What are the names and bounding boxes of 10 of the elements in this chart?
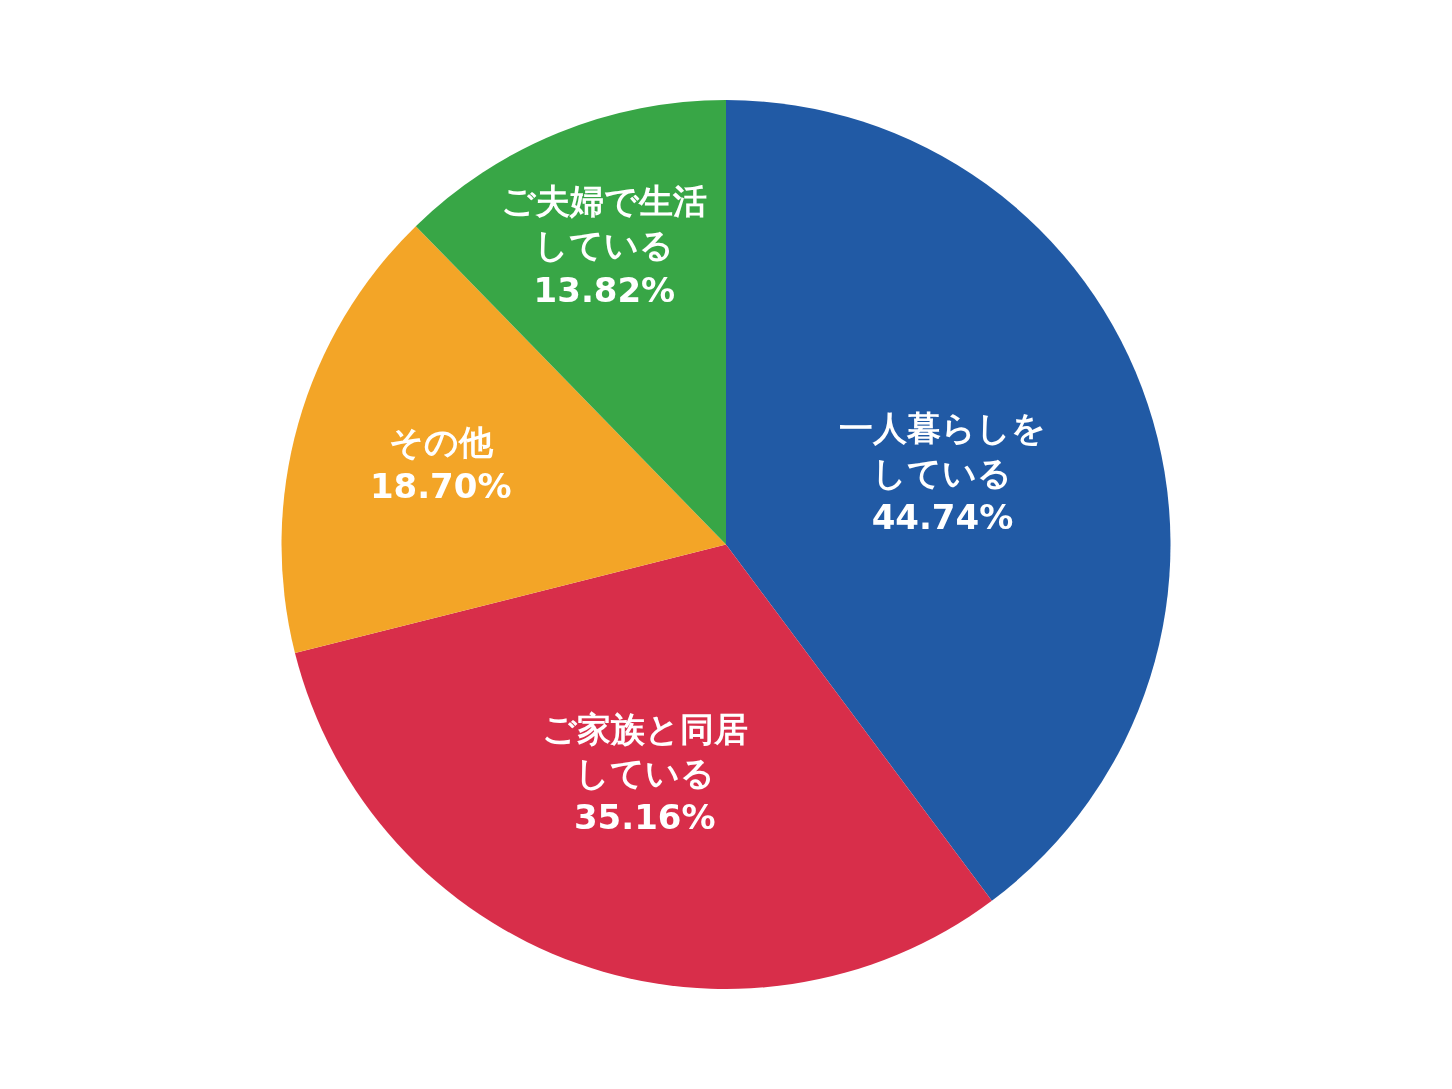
data-label: 44.74% (871, 496, 1014, 537)
slice-label: 一人暮らしをしている (838, 408, 1046, 493)
slice-label: その他 (388, 421, 494, 462)
data-label: 18.70% (369, 465, 512, 506)
pie-slice (281, 226, 726, 654)
data-label: 13.82% (533, 269, 676, 310)
pie-slice (294, 544, 992, 989)
data-label: 35.16% (573, 797, 716, 838)
slice-label: ご夫婦で生活している (501, 181, 708, 266)
slice-label: ご家族と同居している (541, 708, 748, 794)
